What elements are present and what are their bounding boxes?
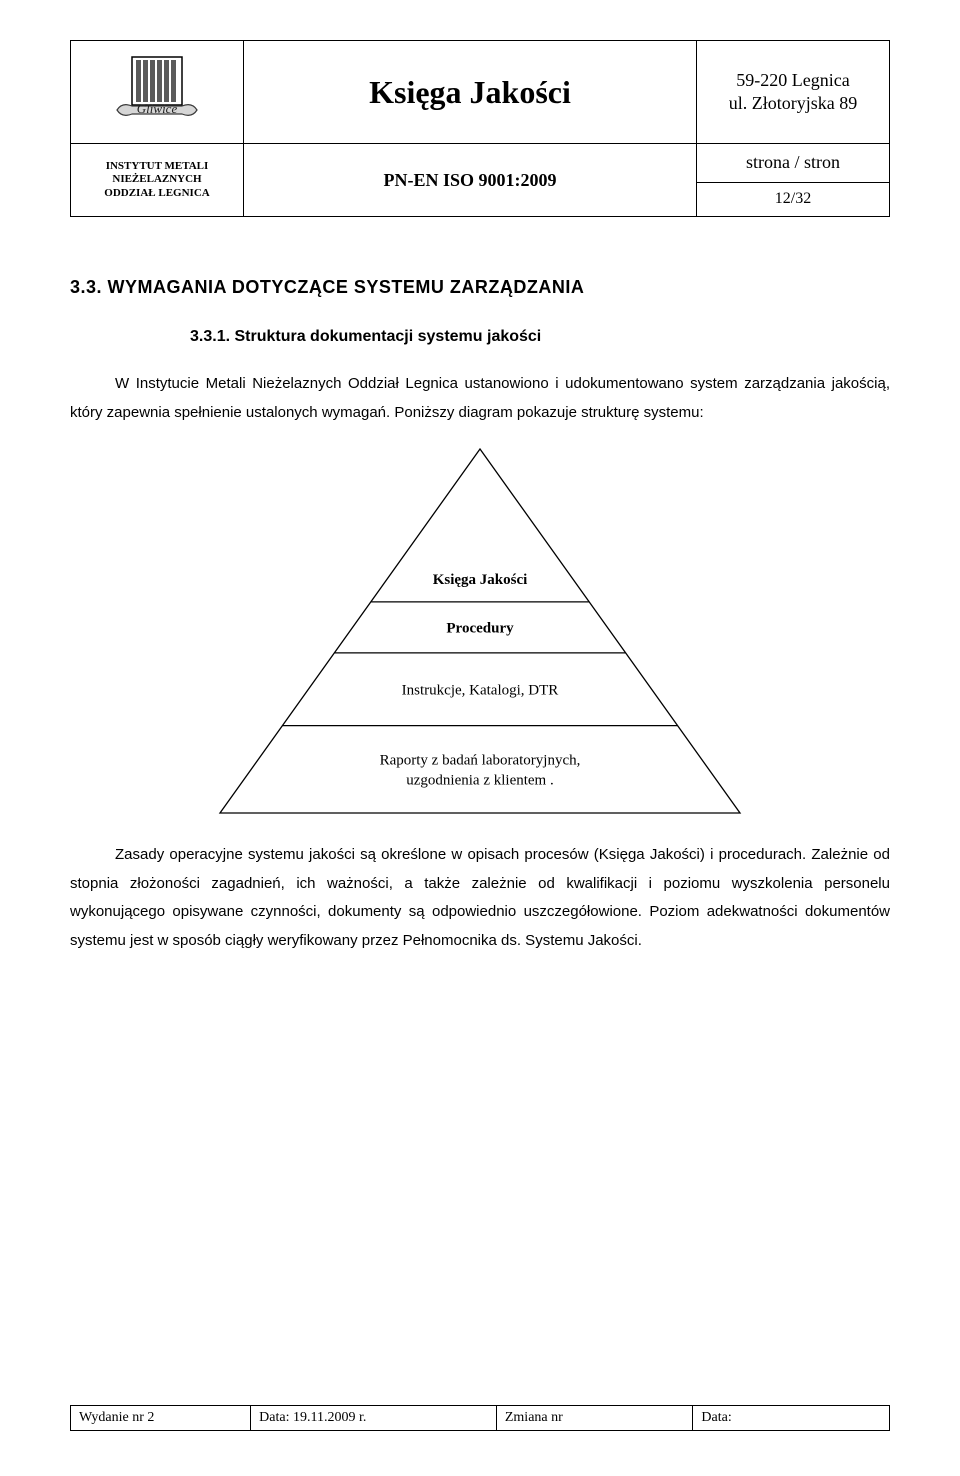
page-label-cell: strona / stron <box>697 144 890 183</box>
svg-text:Procedury: Procedury <box>446 621 514 637</box>
footer-change: Zmiana nr <box>496 1406 693 1431</box>
logo-cell: Gliwice <box>71 41 244 144</box>
iso-cell: PN-EN ISO 9001:2009 <box>244 144 697 217</box>
institute-line1: INSTYTUT METALI <box>106 160 209 172</box>
page-num-cell: 12/32 <box>697 182 890 216</box>
footer-date: Data: 19.11.2009 r. <box>251 1406 497 1431</box>
subsection-heading: 3.3.1. Struktura dokumentacji systemu ja… <box>190 328 890 346</box>
section-heading: 3.3. WYMAGANIA DOTYCZĄCE SYSTEMU ZARZĄDZ… <box>70 277 890 298</box>
footer-date2: Data: <box>693 1406 890 1431</box>
svg-text:Instrukcje, Katalogi, DTR: Instrukcje, Katalogi, DTR <box>402 682 559 698</box>
footer-edition: Wydanie nr 2 <box>71 1406 251 1431</box>
address-line2: ul. Złotoryjska 89 <box>729 93 858 113</box>
institute-line2: NIEŻELAZNYCH <box>112 173 201 185</box>
pyramid-svg: Księga Jakości Procedury Instrukcje, Katal… <box>210 447 750 817</box>
svg-text:uzgodnienia z klientem .: uzgodnienia z klientem . <box>406 773 553 789</box>
svg-text:Raporty z badań laboratoryjnyc: Raporty z badań laboratoryjnych, <box>380 752 581 768</box>
paragraph-2: Zasady operacyjne systemu jakości są okr… <box>70 841 890 955</box>
institute-line3: ODDZIAŁ LEGNICA <box>104 187 209 199</box>
logo-icon: Gliwice <box>112 52 202 132</box>
logo-text: Gliwice <box>137 101 178 116</box>
institute-cell: INSTYTUT METALI NIEŻELAZNYCH ODDZIAŁ LEG… <box>71 144 244 217</box>
svg-text:Księga Jakości: Księga Jakości <box>433 572 528 588</box>
header-table: Gliwice Księga Jakości 59-220 Legnica ul… <box>70 40 890 217</box>
address-cell: 59-220 Legnica ul. Złotoryjska 89 <box>697 41 890 144</box>
doc-title: Księga Jakości <box>244 41 697 144</box>
footer-table: Wydanie nr 2 Data: 19.11.2009 r. Zmiana … <box>70 1405 890 1431</box>
paragraph-1: W Instytucie Metali Nieżelaznych Oddział… <box>70 370 890 427</box>
address-line1: 59-220 Legnica <box>736 70 849 90</box>
pyramid-diagram: Księga Jakości Procedury Instrukcje, Katal… <box>70 447 890 817</box>
